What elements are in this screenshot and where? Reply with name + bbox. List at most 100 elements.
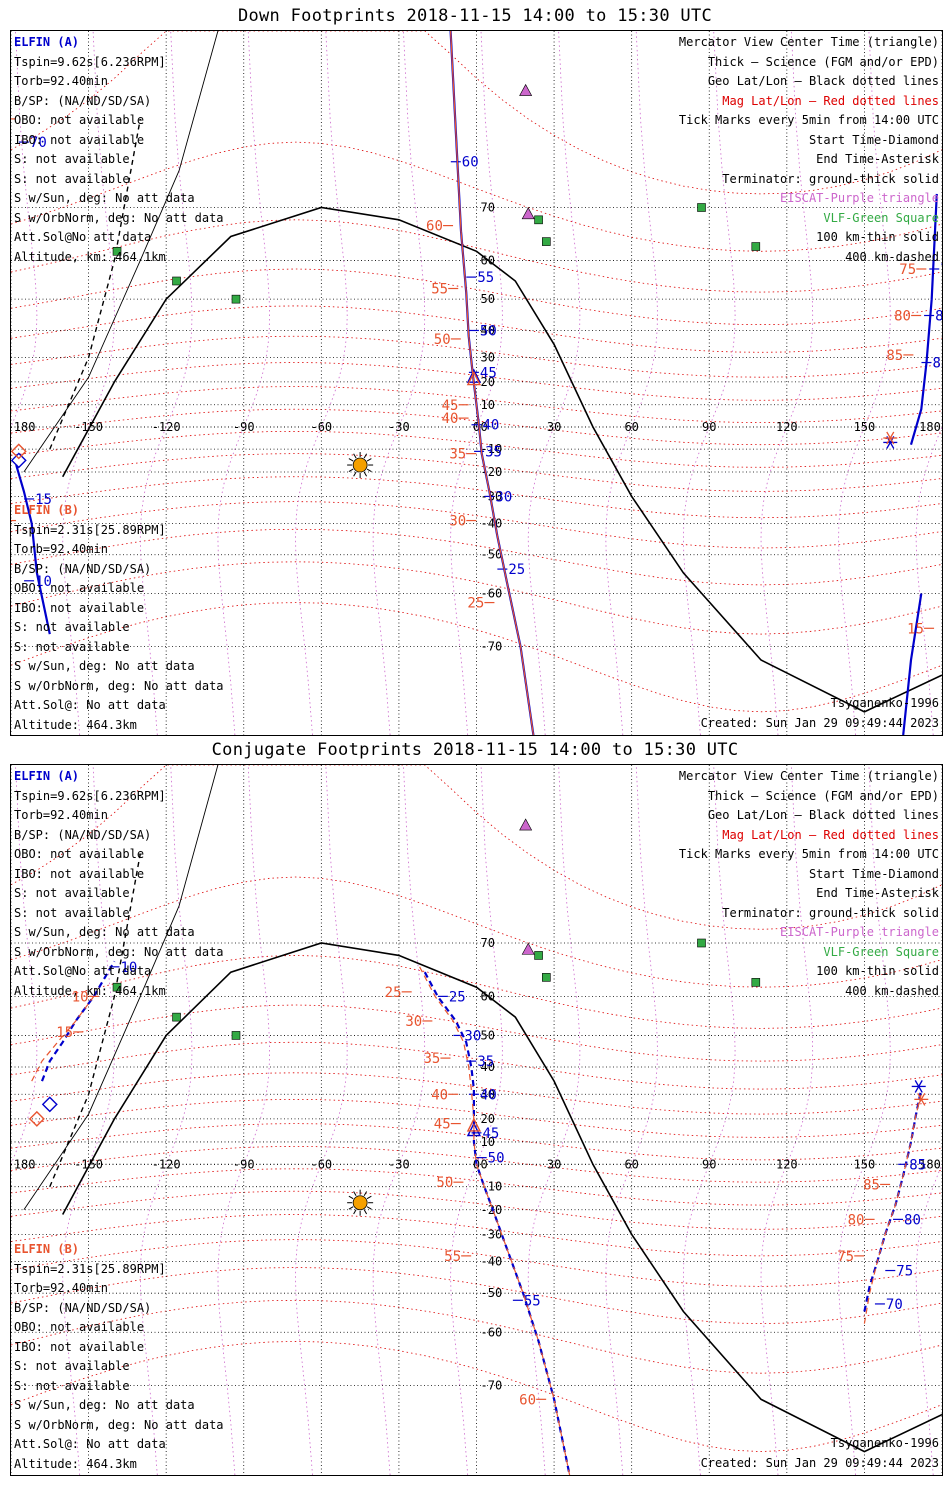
elfin-b-bsp: B/SP: (NA/ND/SD/SA) xyxy=(14,1300,152,1315)
vlf-square xyxy=(697,938,706,948)
mag-lon-line xyxy=(450,31,503,735)
eiscat-triangle xyxy=(519,818,533,831)
sun-disk xyxy=(352,1195,368,1211)
mag-lon-line xyxy=(605,765,658,1475)
y-tick-label: 20 xyxy=(481,1112,495,1126)
elfin-b-orb: S w/OrbNorm, deg: No att data xyxy=(14,1417,224,1432)
sun-ray xyxy=(348,1195,354,1200)
mag-lat-line xyxy=(11,1041,942,1090)
vlf-square xyxy=(697,203,706,212)
legend-line6: Start Time-Diamond xyxy=(808,132,939,147)
sun-ray xyxy=(366,1206,372,1210)
elfin-a-bsp: B/SP: (NA/ND/SD/SA) xyxy=(14,827,152,842)
legend-line6: Start Time-Diamond xyxy=(808,866,939,881)
y-tick-label: 30 xyxy=(481,350,495,364)
tick-label: 85 xyxy=(909,1157,926,1173)
mag-lat-line xyxy=(11,602,942,713)
tick-label: 15 xyxy=(35,492,52,508)
x-tick-label: 150 xyxy=(854,420,876,434)
elfin-a-tspin: Tspin=9.62s[6.236RPM] xyxy=(14,54,166,69)
mag-lat-line xyxy=(11,335,942,378)
elfin-a-torb: Torb=92.40min xyxy=(14,74,108,88)
tick-label: 70 xyxy=(886,1297,903,1313)
tick-label: 75 xyxy=(837,1249,854,1265)
tick-label: 10 xyxy=(120,960,137,976)
elfin-a-info: ELFIN (A) Tspin=9.62s[6.236RPM] Torb=92.… xyxy=(14,767,224,1001)
mag-lon-line xyxy=(605,31,658,735)
elfin-a-attsol: Att.Sol@No att data xyxy=(14,964,152,978)
x-tick-label: -60 xyxy=(310,1157,332,1171)
eiscat-triangle xyxy=(519,83,533,96)
tick-label: 55 xyxy=(444,1249,461,1265)
mag-lat-line xyxy=(11,561,942,635)
tick-label: 60 xyxy=(426,219,443,235)
tick-label: 10 xyxy=(35,574,52,590)
x-tick-label: -180 xyxy=(11,420,35,434)
tick-label: 30 xyxy=(464,1028,481,1044)
footer-right: Tsyganenko-1996 Created: Sun Jan 29 09:4… xyxy=(701,694,939,733)
terminator-ground xyxy=(61,942,942,1453)
elfin-b-torb: Torb=92.40min xyxy=(14,542,108,556)
elfin-a-tspin: Tspin=9.62s[6.236RPM] xyxy=(14,788,166,803)
y-tick-label: 0 xyxy=(481,1157,488,1171)
elfin-b-torb: Torb=92.40min xyxy=(14,1281,108,1295)
elfin-b-s2: S: not available xyxy=(14,639,130,654)
elfin-b-s1: S: not available xyxy=(14,1359,130,1373)
mag-lat-line xyxy=(11,501,942,549)
mag-lon-line xyxy=(838,31,891,735)
tick-label: 35 xyxy=(423,1051,440,1067)
start-diamond xyxy=(11,452,27,469)
tick-label: 70 xyxy=(30,135,47,151)
legend-line9: EISCAT-Purple triangle xyxy=(780,925,939,939)
elfin-a-s2: S: not available xyxy=(14,171,130,186)
model-label: Tsyganenko-1996 xyxy=(830,696,939,710)
mag-lat-line xyxy=(11,1123,942,1161)
elfin-a-alt: Altitude, km: 464.1km xyxy=(14,249,166,264)
footprint-map: -180-150-120-90-60-300306090120150180706… xyxy=(11,31,942,735)
tick-label: 15 xyxy=(907,621,924,637)
created-label: Created: Sun Jan 29 09:49:44 2023 xyxy=(700,1455,939,1470)
x-tick-label: -120 xyxy=(152,1157,181,1171)
sun-ray xyxy=(353,1209,357,1215)
terminator-400km xyxy=(49,118,141,450)
tick-label: 50 xyxy=(488,1151,505,1167)
x-tick-label: -150 xyxy=(74,420,103,434)
sun-icon xyxy=(347,1189,374,1216)
vlf-square xyxy=(172,1012,181,1022)
tick-label: 50 xyxy=(434,332,451,348)
elfin-b-title: ELFIN (B) xyxy=(14,1242,80,1256)
elfin-b-alt: Altitude: 464.3km xyxy=(14,717,137,732)
tick-label: 55 xyxy=(431,282,448,298)
elfin-b-track xyxy=(31,996,95,1082)
elfin-a-track xyxy=(423,971,571,1475)
terminator-100km xyxy=(23,765,219,1211)
elfin-a-track xyxy=(902,593,923,735)
elfin-a-s2: S: not available xyxy=(14,905,130,920)
elfin-a-track xyxy=(15,464,51,635)
legend-line10: VLF-Green Square xyxy=(823,210,939,225)
sun-ray xyxy=(348,468,354,472)
x-tick-label: -120 xyxy=(152,420,181,434)
mag-lat-line xyxy=(11,219,942,293)
y-tick-label: -70 xyxy=(481,639,503,653)
tick-label: 40 xyxy=(480,1087,497,1103)
sun-ray xyxy=(353,453,357,459)
tick-label: 25 xyxy=(385,985,402,1001)
legend-line11: 100 km-thin solid xyxy=(816,230,939,244)
elfin-b-sun: S w/Sun, deg: No att data xyxy=(14,1398,195,1412)
legend-line7: End Time-Asterisk xyxy=(816,152,939,166)
tick-label: 35 xyxy=(485,444,502,460)
elfin-b-obo: OBO: not available xyxy=(14,581,145,595)
tick-label: 55 xyxy=(477,270,494,286)
start-diamond xyxy=(28,1110,45,1127)
y-tick-label: -40 xyxy=(481,1255,503,1269)
tick-label: 75 xyxy=(940,262,942,278)
sun-ray xyxy=(366,1195,372,1200)
mag-lat-line xyxy=(11,1239,942,1287)
elfin-b-orb: S w/OrbNorm, deg: No att data xyxy=(14,678,224,693)
mag-lat-line xyxy=(11,386,942,423)
mag-lat-line xyxy=(11,430,942,468)
tick-label: 50 xyxy=(480,323,497,339)
terminator-400km xyxy=(49,853,141,1187)
sun-ray xyxy=(348,458,354,462)
